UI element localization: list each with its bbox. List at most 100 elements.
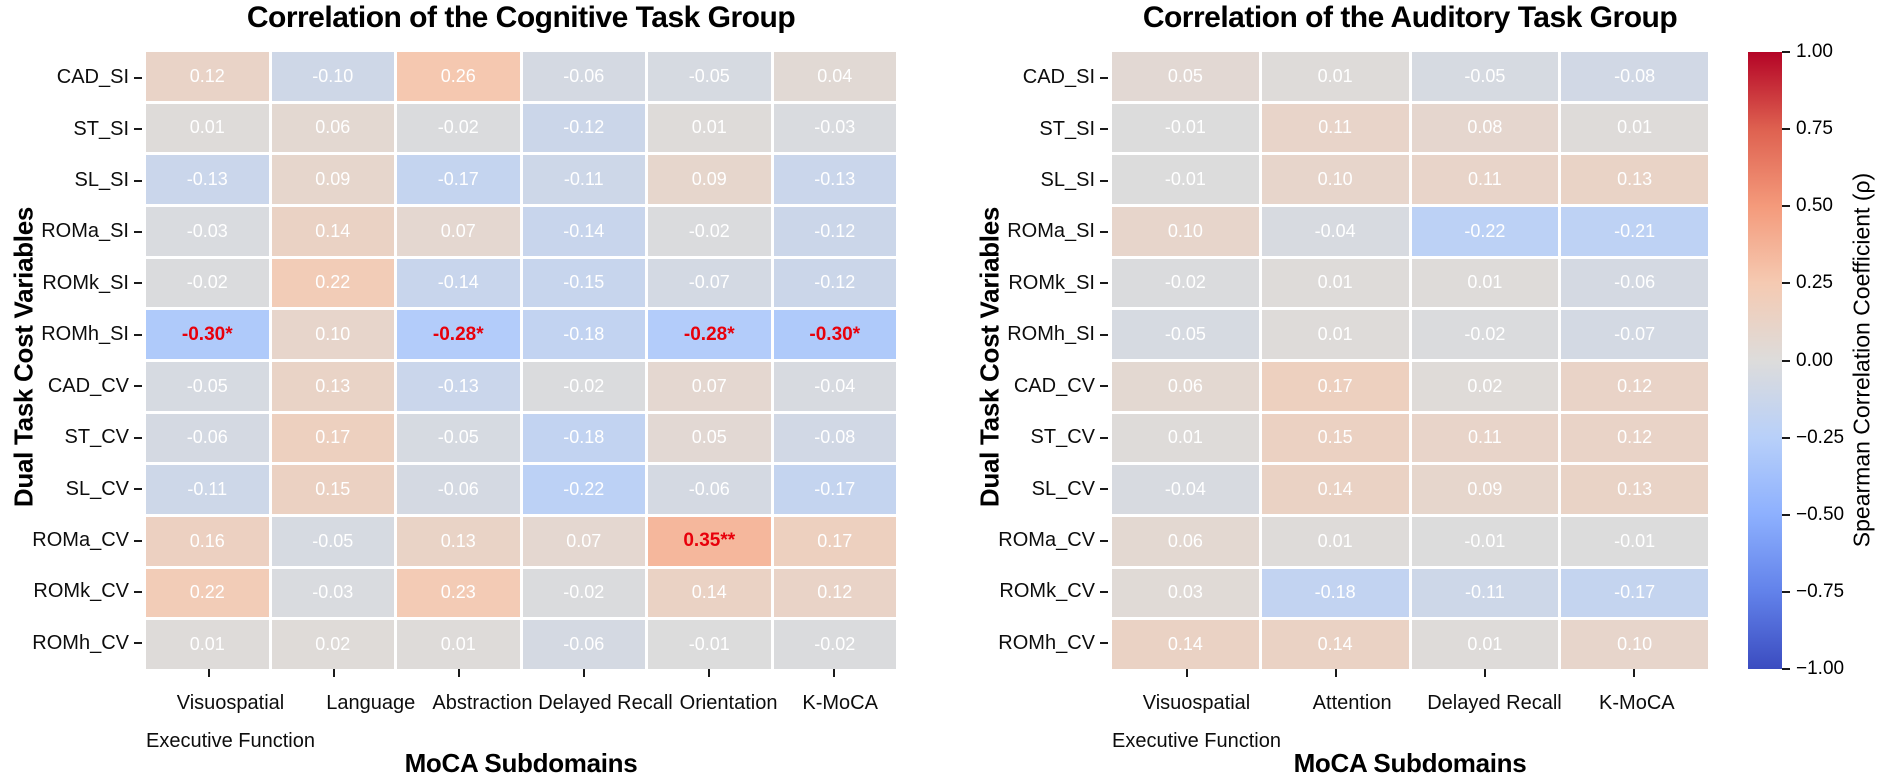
heatmap-cell: -0.18 — [1261, 568, 1409, 618]
heatmap-cell: -0.17 — [1561, 568, 1708, 618]
heatmap-cell: -0.05 — [1411, 52, 1559, 101]
heatmap-cell: -0.13 — [146, 155, 269, 204]
heatmap-cell: 0.13 — [271, 362, 394, 411]
y-tick-label: ROMh_CV — [986, 618, 1108, 669]
y-tick-mark — [134, 179, 142, 182]
heatmap-cell: 0.10 — [1112, 207, 1259, 256]
heatmap-cell: 0.26 — [397, 52, 520, 101]
heatmap-cell: -0.14 — [397, 258, 520, 308]
heatmap-cell: -0.12 — [773, 258, 896, 308]
y-tick-label: ROMk_CV — [20, 566, 142, 617]
right-panel-title: Correlation of the Auditory Task Group — [1142, 1, 1678, 34]
left-x-axis-label: MoCA Subdomains — [404, 748, 638, 778]
heatmap-cell: -0.06 — [648, 465, 771, 514]
heatmap-cell: 0.23 — [397, 568, 520, 618]
x-tick-mark — [1334, 669, 1337, 677]
right-y-tick-labels: CAD_SI ST_SI SL_SI ROMa_SI ROMk_SI ROMh_SI CAD… — [986, 52, 1108, 669]
x-tick-label: Visuospatial Executive Function — [1112, 692, 1281, 752]
y-tick-label: ROMa_CV — [986, 515, 1108, 566]
y-tick-mark — [134, 642, 142, 645]
y-tick-mark — [1100, 488, 1108, 491]
heatmap-cell: 0.22 — [271, 258, 394, 308]
heatmap-cell: 0.02 — [271, 620, 394, 669]
heatmap-cell: -0.10 — [271, 52, 394, 101]
x-tick-label: Visuospatial Executive Function — [146, 692, 315, 752]
heatmap-cell: 0.01 — [1561, 103, 1708, 153]
heatmap-cell: -0.14 — [522, 207, 645, 256]
heatmap-cell: 0.14 — [1261, 465, 1409, 514]
x-tick-label: Orientation — [679, 692, 778, 714]
heatmap-cell: -0.22 — [1411, 207, 1559, 256]
left-x-tick-labels: Visuospatial Executive Function Language Ab… — [146, 684, 896, 760]
y-tick-label: CAD_CV — [986, 361, 1108, 412]
heatmap-cell: 0.16 — [146, 517, 269, 566]
colorbar-tick-mark — [1782, 513, 1790, 516]
y-tick-mark — [134, 590, 142, 593]
heatmap-cell: 0.05 — [648, 413, 771, 463]
heatmap-cell: 0.01 — [1261, 258, 1409, 308]
colorbar-tick-mark — [1782, 668, 1790, 670]
x-tick-mark — [207, 669, 210, 677]
left-heatmap: 0.12 -0.10 0.26 -0.06 -0.05 0.04 0.01 0.06 -0.02… — [146, 52, 896, 669]
colorbar-tick-label: 0.75 — [1796, 118, 1833, 140]
heatmap-cell: 0.01 — [1411, 620, 1559, 669]
right-x-tick-labels: Visuospatial Executive Function Attention D… — [1112, 684, 1708, 760]
heatmap-cell: 0.12 — [146, 52, 269, 101]
heatmap-cell: -0.08 — [1561, 52, 1708, 101]
heatmap-cell: 0.01 — [146, 103, 269, 153]
heatmap-cell: -0.03 — [773, 103, 896, 153]
heatmap-cell: 0.14 — [1261, 620, 1409, 669]
heatmap-cell: 0.15 — [271, 465, 394, 514]
heatmap-cell: -0.02 — [522, 362, 645, 411]
heatmap-cell: 0.01 — [1261, 517, 1409, 566]
y-tick-label: SL_SI — [20, 155, 142, 206]
heatmap-cell: 0.10 — [1561, 620, 1708, 669]
heatmap-cell: 0.05 — [1112, 52, 1259, 101]
heatmap-cell: -0.17 — [397, 155, 520, 204]
heatmap-cell: -0.02 — [1411, 310, 1559, 359]
heatmap-cell: 0.14 — [1112, 620, 1259, 669]
colorbar-gradient — [1748, 52, 1782, 669]
y-tick-label: ST_SI — [20, 103, 142, 154]
x-tick-label: Abstraction — [432, 692, 533, 714]
heatmap-cell: 0.08 — [1411, 103, 1559, 153]
heatmap-cell: -0.11 — [1411, 568, 1559, 618]
heatmap-cell: 0.06 — [1112, 517, 1259, 566]
heatmap-cell-significant: -0.28* — [648, 310, 771, 359]
heatmap-cell: -0.02 — [146, 258, 269, 308]
heatmap-cell: 0.10 — [271, 310, 394, 359]
y-tick-mark — [1100, 128, 1108, 131]
heatmap-cell: 0.13 — [397, 517, 520, 566]
right-x-tick-marks — [1112, 669, 1708, 677]
y-tick-mark — [134, 385, 142, 388]
heatmap-cell: -0.17 — [773, 465, 896, 514]
heatmap-cell: 0.12 — [1561, 413, 1708, 463]
heatmap-cell: -0.05 — [648, 52, 771, 101]
x-tick-mark — [1483, 669, 1486, 677]
y-tick-label: ROMk_SI — [986, 258, 1108, 309]
heatmap-cell: 0.09 — [1411, 465, 1559, 514]
y-tick-label: ROMa_SI — [986, 206, 1108, 257]
heatmap-cell: -0.01 — [1112, 103, 1259, 153]
colorbar-tick-mark — [1782, 128, 1790, 131]
heatmap-cell: 0.15 — [1261, 413, 1409, 463]
y-tick-mark — [1100, 590, 1108, 593]
colorbar-tick-label: 0.00 — [1796, 349, 1833, 371]
heatmap-cell: 0.06 — [271, 103, 394, 153]
heatmap-cell: 0.01 — [397, 620, 520, 669]
y-tick-mark — [134, 539, 142, 542]
heatmap-cell: -0.13 — [773, 155, 896, 204]
y-tick-mark — [1100, 282, 1108, 285]
heatmap-cell: 0.10 — [1261, 155, 1409, 204]
heatmap-cell: -0.02 — [1112, 258, 1259, 308]
colorbar-tick-label: −0.50 — [1796, 503, 1845, 525]
x-tick-mark — [582, 669, 585, 677]
y-tick-label: ST_CV — [20, 412, 142, 463]
y-tick-mark — [134, 282, 142, 285]
colorbar-tick-mark — [1782, 590, 1790, 593]
y-tick-mark — [1100, 642, 1108, 645]
y-tick-label: ST_SI — [986, 103, 1108, 154]
heatmap-cell: -0.07 — [648, 258, 771, 308]
heatmap-cell: -0.06 — [146, 413, 269, 463]
